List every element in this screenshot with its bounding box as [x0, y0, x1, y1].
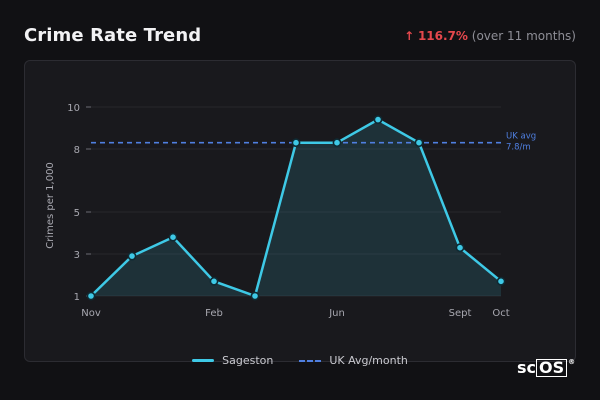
logo-text: sc: [517, 358, 537, 377]
trend-up-icon: ↑: [404, 29, 415, 43]
x-tick-label: Jun: [328, 308, 345, 319]
y-tick-label: 1: [74, 292, 80, 303]
legend-series-swatch: [192, 359, 215, 362]
series-area: [91, 119, 501, 296]
logo-registered-mark: ®: [568, 358, 576, 366]
data-point: [168, 232, 178, 242]
y-tick-label: 5: [74, 208, 80, 219]
change-indicator: ↑ 116.7% (over 11 months): [404, 29, 576, 43]
data-point: [291, 138, 301, 148]
data-point: [209, 276, 219, 286]
legend-reference-swatch: [299, 359, 322, 362]
data-point: [332, 138, 342, 148]
data-point: [414, 138, 424, 148]
change-period: (over 11 months): [471, 29, 576, 43]
data-point: [455, 243, 465, 253]
legend-item-reference[interactable]: UK Avg/month: [299, 354, 408, 367]
chart-card: [24, 60, 576, 362]
x-tick-label: Nov: [81, 308, 101, 319]
brand-logo: sc OS ®: [517, 358, 575, 377]
data-point: [86, 291, 96, 301]
logo-boxed-text: OS: [536, 359, 568, 377]
data-point: [250, 291, 260, 301]
x-tick-label: Sept: [449, 308, 472, 319]
data-point: [496, 276, 506, 286]
y-tick-label: 10: [67, 103, 80, 114]
x-tick-label: Feb: [205, 308, 223, 319]
reference-annotation-line2: 7.8/m: [506, 143, 531, 153]
x-tick-label: Oct: [492, 308, 509, 319]
data-point: [127, 251, 137, 261]
data-point: [373, 115, 383, 124]
reference-annotation-line1: UK avg: [506, 132, 536, 142]
page-title: Crime Rate Trend: [24, 25, 202, 46]
legend-reference-label: UK Avg/month: [329, 354, 408, 367]
y-tick-label: 3: [74, 250, 80, 261]
y-tick-label: 8: [74, 145, 80, 156]
change-percent: 116.7%: [417, 29, 468, 43]
chart-legend: Sageston UK Avg/month: [0, 354, 600, 367]
legend-series-label: Sageston: [222, 354, 274, 367]
y-axis-label: Crimes per 1,000: [45, 162, 56, 249]
legend-item-series[interactable]: Sageston: [192, 354, 273, 367]
